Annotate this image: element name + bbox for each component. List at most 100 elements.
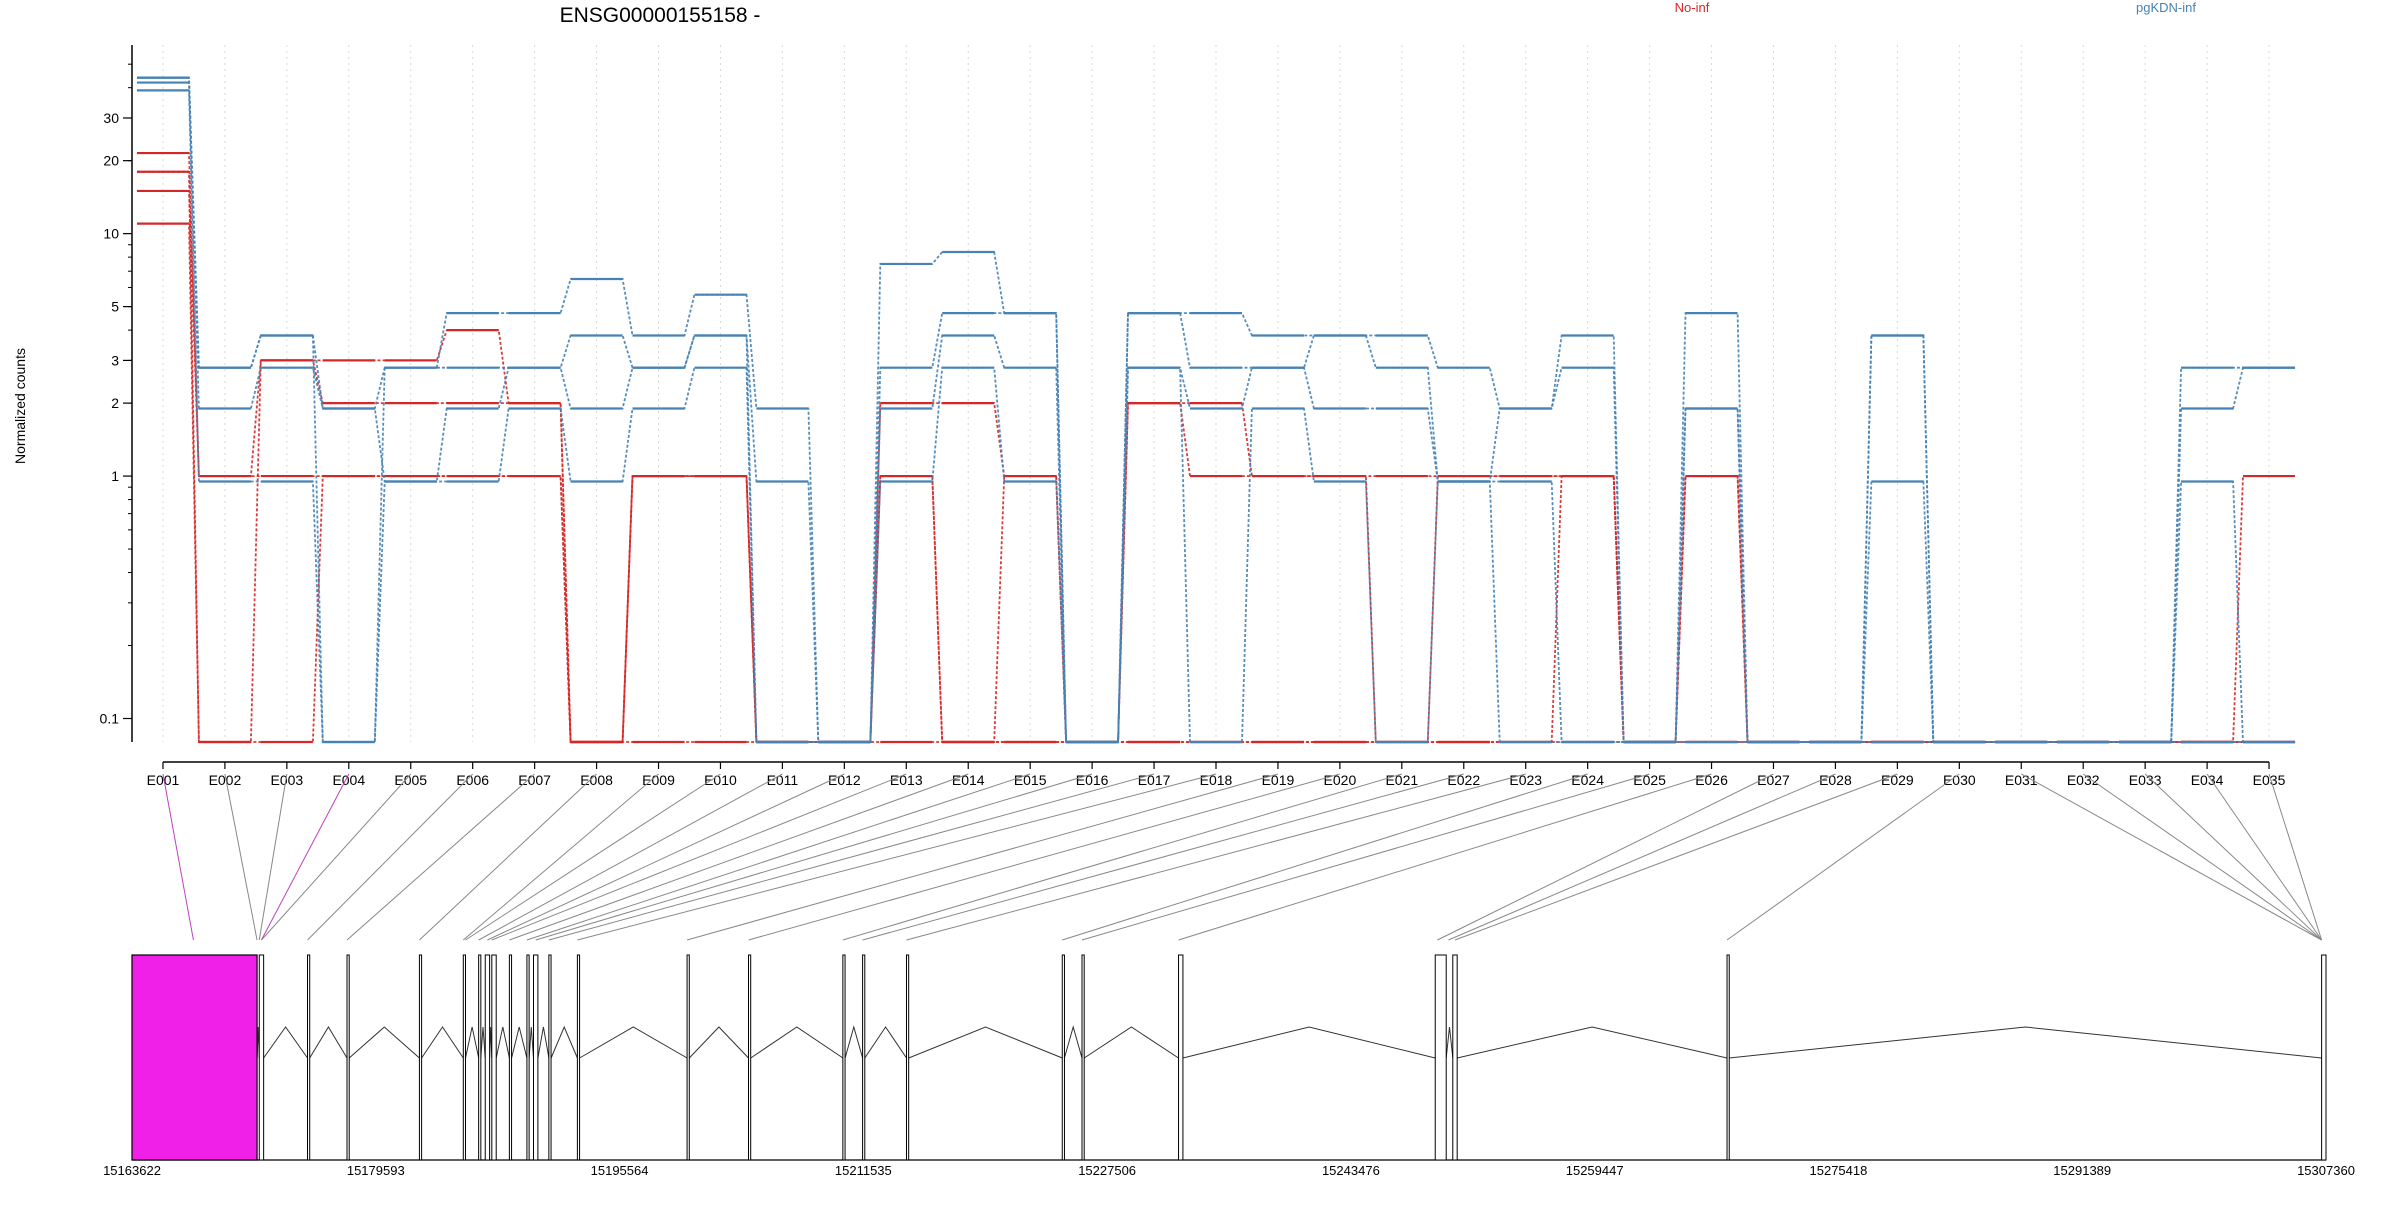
legend-no-inf: No-inf [1675,0,1710,15]
x-tick-label: E031 [2005,772,2038,788]
intron-line [1729,1026,2322,1059]
exon-connector [535,773,1093,941]
exon-connector [162,773,194,941]
intron-line [579,1026,688,1059]
exon-box [1726,954,1730,1161]
exon-box [478,954,482,1161]
x-tick-label: E026 [1695,772,1728,788]
exon-box [307,954,311,1161]
exon-connector [346,773,535,941]
exon-box [258,954,265,1161]
x-tick-label: E008 [580,772,613,788]
exon-connector [577,773,1217,941]
x-tick-label: E001 [147,772,180,788]
intron-line [908,1026,1063,1059]
exon-box [462,954,466,1161]
exon-box [533,954,539,1161]
genome-coordinate-label: 15275418 [1810,1163,1868,1178]
exon-box [491,954,497,1161]
intron-line [1445,1026,1454,1059]
intron-line [309,1026,348,1059]
exon-connector [2206,773,2323,941]
genome-coordinate-label: 15163622 [103,1163,161,1178]
exon-connector [478,773,783,941]
y-tick-label: 1 [111,468,119,484]
series-line [137,170,2295,743]
highlighted-exon [131,954,258,1161]
x-tick-label: E002 [209,772,242,788]
x-tick-label: E028 [1819,772,1852,788]
exon-connector [748,773,1341,941]
intron-line [1182,1026,1436,1059]
chart-title: ENSG00000155158 - [560,4,761,27]
exon-connector [487,773,845,941]
intron-line [537,1026,550,1059]
genome-coordinate-label: 15227506 [1078,1163,1136,1178]
gene-model: 15163622 15179593 15195564 15211535 15227506… [103,954,2355,1178]
x-tick-label: E024 [1571,772,1604,788]
x-tick-label: E030 [1943,772,1976,788]
exon-connector [1448,773,1836,941]
y-tick-label: 3 [111,352,119,368]
intron-line [550,1025,578,1059]
y-tick-label: 20 [103,153,119,169]
x-tick-label: E004 [332,772,365,788]
x-tick-label: E014 [952,772,985,788]
series-lines [136,76,2296,744]
exon-connector [261,773,412,941]
exon-box [2321,954,2327,1161]
exon-box [1061,954,1065,1161]
x-tick-label: E027 [1757,772,1790,788]
x-tick-label: E015 [1014,772,1047,788]
intron-line [511,1026,528,1059]
exon-connector [307,773,474,941]
exon-connector [2268,773,2323,941]
intron-line [421,1026,464,1059]
y-tick-label: 10 [103,226,119,242]
exon-box [905,954,910,1161]
exon-connector [842,773,1402,941]
intron-line [1083,1026,1179,1059]
exon-connector [1454,773,1898,941]
exon-box [1434,954,1447,1161]
exon-connectors [162,773,2323,941]
exon-connector [2021,773,2322,941]
series-line [137,89,2295,743]
intron-line [480,1026,486,1059]
exon-box [748,954,752,1161]
exon-connector [1081,773,1650,941]
exon-box [842,954,846,1161]
x-tick-label: E010 [704,772,737,788]
genome-coordinate-label: 15195564 [591,1163,649,1178]
exon-connector [224,773,258,941]
x-tick-label: E033 [2129,772,2162,788]
exon-connector [548,773,1155,941]
intron-line [750,1026,844,1059]
x-tick-label: E011 [767,772,799,788]
exon-connector [491,773,907,941]
x-tick-label: E013 [890,772,923,788]
intron-line [1063,1025,1083,1059]
y-tick-label: 2 [111,395,119,411]
y-tick-label: 30 [103,110,119,126]
intron-line [528,1026,534,1059]
exon-connector [462,773,659,941]
exon-connector [1726,773,1960,941]
intron-line [465,1026,480,1059]
exon-connector [526,773,1031,941]
exon-box [686,954,690,1161]
x-tick-label: E035 [2253,772,2286,788]
exon-box [526,954,530,1161]
genome-coordinate-label: 15179593 [347,1163,405,1178]
exon-connector [906,773,1526,941]
x-tick-label: E009 [642,772,675,788]
exon-box [1452,954,1458,1161]
exon-connector [2082,773,2322,941]
x-tick-label: E012 [828,772,861,788]
exon-connector [686,773,1279,941]
grid-lines [162,45,2270,742]
genome-coordinate-label: 15291389 [2053,1163,2111,1178]
x-tick-label: E029 [1881,772,1914,788]
